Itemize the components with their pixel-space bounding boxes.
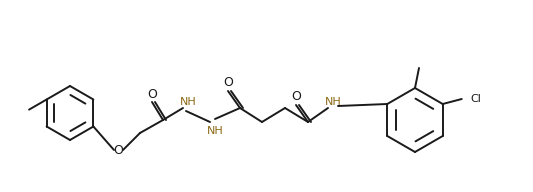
Text: Cl: Cl [471,94,482,104]
Text: NH: NH [325,97,341,107]
Text: O: O [291,90,301,103]
Text: O: O [223,76,233,89]
Text: O: O [147,88,157,100]
Text: NH: NH [207,126,223,136]
Text: O: O [113,143,123,156]
Text: NH: NH [180,97,196,107]
